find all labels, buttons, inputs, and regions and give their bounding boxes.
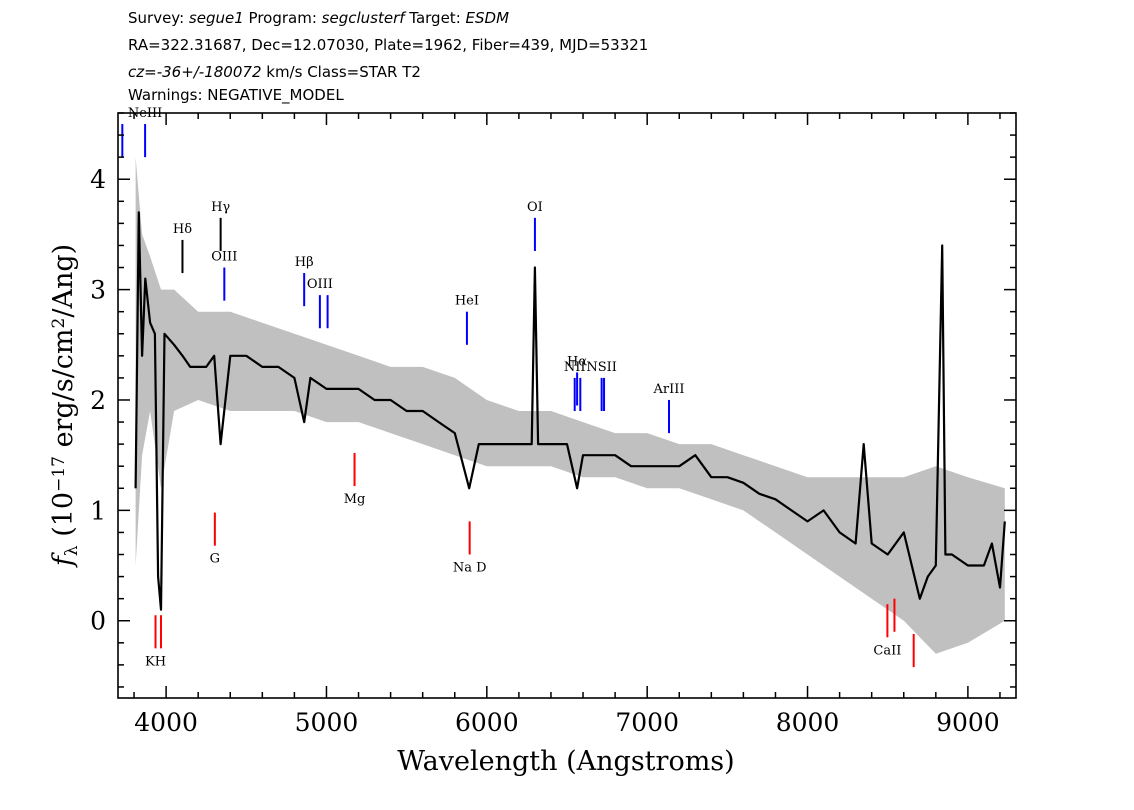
header-segment: segue1 (189, 9, 244, 27)
axes: 4000 5000 6000 7000 8000 9000 0 1 2 3 4 (90, 112, 1016, 737)
line-marker-label: OIII (307, 277, 333, 292)
line-marker-label: Hα (567, 354, 587, 369)
x-tick-label: 7000 (615, 708, 679, 737)
line-marker: KH (145, 615, 166, 669)
line-marker-label: Mg (344, 492, 366, 507)
line-marker-label: Na D (453, 561, 487, 576)
y-title-part: erg/s/cm (48, 328, 79, 456)
y-title-part: λ (62, 545, 82, 556)
y-tick-label: 4 (90, 165, 106, 194)
header-segment: Program: (244, 9, 322, 27)
line-marker-label: NSII (586, 360, 617, 375)
header-line-4: Warnings: NEGATIVE_MODEL (128, 86, 344, 105)
line-marker: NII (564, 360, 586, 412)
y-title-part: −17 (49, 456, 69, 492)
y-tick-label: 1 (90, 496, 106, 525)
flux-series (134, 211, 1006, 611)
line-marker-label: NII (564, 360, 586, 375)
line-marker: Mg (344, 452, 366, 507)
line-marker-label: OI (527, 200, 543, 215)
line-marker: Hγ (211, 200, 230, 251)
line-marker-label: Hδ (173, 222, 192, 237)
header-line-1: Survey: segue1 Program: segclusterf Targ… (128, 9, 509, 27)
x-tick-label: 8000 (776, 708, 840, 737)
line-marker: Hα (567, 354, 587, 406)
x-tick-label: 6000 (455, 708, 519, 737)
x-tick-label: 9000 (936, 708, 1000, 737)
line-marker: OIII (307, 277, 333, 329)
line-marker: NSII (586, 360, 617, 412)
plot-frame (117, 112, 1017, 699)
line-marker-label: Hβ (295, 255, 314, 270)
line-marker-label: KH (145, 654, 166, 669)
header-segment: cz=-36+/-180072 (128, 63, 261, 81)
line-marker: Na D (453, 521, 487, 576)
line-marker: ArIII (652, 382, 684, 434)
line-marker-label: G (210, 552, 220, 567)
header-segment: km/s Class=STAR T2 (261, 63, 420, 81)
line-marker: G (210, 512, 220, 567)
header-segment: Target: (405, 9, 466, 27)
line-marker-label: CaII (873, 643, 901, 658)
x-axis-title: Wavelength (Angstroms) (397, 746, 734, 777)
header-line-3: cz=-36+/-180072 km/s Class=STAR T2 (128, 63, 421, 81)
y-title-part: /Ang) (48, 244, 79, 318)
line-marker-label: OIII (211, 250, 237, 265)
x-tick-label: 4000 (134, 708, 198, 737)
line-marker: Hβ (295, 255, 314, 307)
error-band (135, 157, 1005, 654)
header-segment: segclusterf (322, 9, 408, 27)
spectrum-header: Survey: segue1 Program: segclusterf Targ… (128, 9, 648, 105)
line-marker-label: ArIII (652, 382, 684, 397)
y-title-part: f (48, 552, 79, 568)
line-marker: OIII (211, 250, 237, 301)
y-title-part: (10 (48, 492, 79, 545)
y-title-part: 2 (49, 318, 69, 329)
line-marker-label: HeI (455, 294, 479, 309)
y-tick-label: 2 (90, 386, 106, 415)
line-marker-label: Hγ (211, 200, 230, 215)
y-axis-title: fλ (10−17 erg/s/cm2/Ang) (48, 244, 82, 568)
line-marker: OI (527, 200, 543, 251)
line-marker: CaII (873, 604, 901, 658)
x-tick-label: 5000 (295, 708, 359, 737)
error-band-area (135, 157, 1005, 654)
line-marker: HeI (455, 294, 479, 345)
y-tick-label: 3 (90, 276, 106, 305)
header-line-2: RA=322.31687, Dec=12.07030, Plate=1962, … (128, 36, 648, 54)
header-segment: ESDM (466, 9, 510, 27)
line-marker: Hδ (173, 222, 192, 274)
header-segment: Survey: (128, 9, 189, 27)
flux-line (134, 211, 1006, 611)
y-tick-label: 0 (90, 607, 106, 636)
